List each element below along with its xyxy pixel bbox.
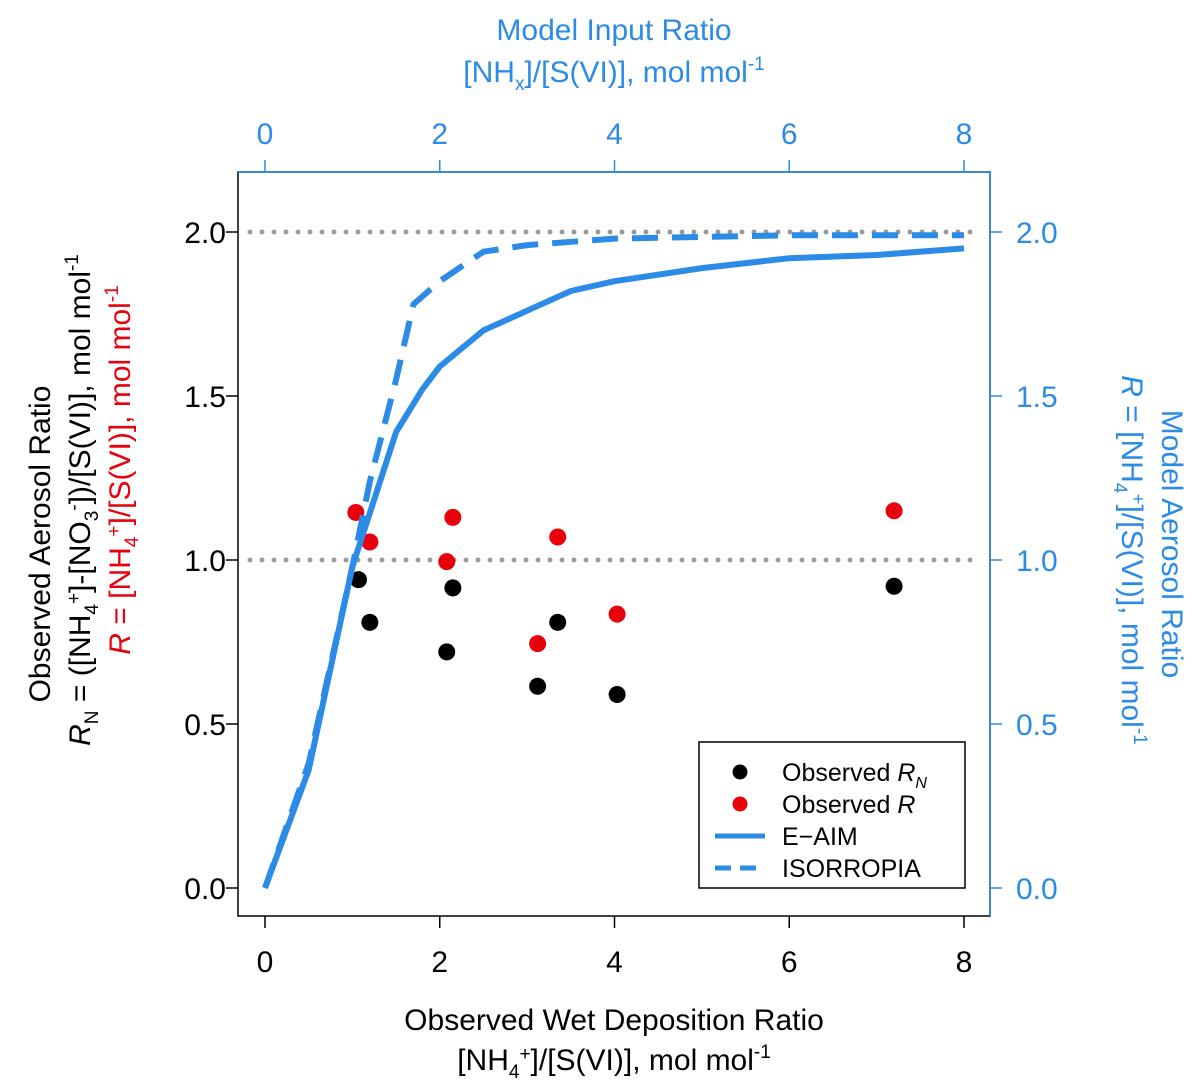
left-axis-rn-definition: RN = ([NH4+]-[NO3-])/[S(VI)], mol mol-1 bbox=[62, 254, 103, 746]
data-point bbox=[608, 685, 626, 703]
e-aim-line bbox=[262, 245, 965, 890]
left-tick-label: 0.5 bbox=[184, 709, 226, 742]
right-tick-label: 2.0 bbox=[1016, 217, 1058, 250]
isorropia-line bbox=[262, 232, 964, 889]
legend-marker bbox=[732, 764, 748, 780]
data-point bbox=[438, 553, 456, 571]
left-tick-label: 1.0 bbox=[184, 545, 226, 578]
data-point bbox=[885, 577, 903, 595]
left-tick-label: 0.0 bbox=[184, 873, 226, 906]
data-point bbox=[608, 605, 626, 623]
data-point bbox=[349, 571, 367, 589]
top-tick-label: 0 bbox=[257, 118, 274, 151]
bottom-tick-label: 2 bbox=[431, 946, 448, 979]
right-axis-r-definition: R = [NH4+]/[S(VI)], mol mol-1 bbox=[1109, 375, 1150, 744]
data-point bbox=[529, 677, 547, 695]
bottom-axis-unit: [NH4+]/[S(VI)], mol mol-1 bbox=[457, 1042, 771, 1083]
bottom-tick-label: 4 bbox=[606, 946, 623, 979]
left-axis-title: Observed Aerosol Ratio bbox=[24, 386, 57, 703]
data-point bbox=[444, 508, 462, 526]
top-axis-unit: [NHx]/[S(VI)], mol mol-1 bbox=[463, 54, 764, 95]
legend-label: ISORROPIA bbox=[782, 855, 921, 883]
legend-label: Observed R bbox=[782, 791, 915, 819]
bottom-axis-title: Observed Wet Deposition Ratio bbox=[404, 1004, 824, 1037]
axes-layer: 0 2 4 6 8 0 2 4 6 8 0.0 0.5 1.0 1.5 2.0 0.0 0.5 1.0 1.5 2.0 bbox=[184, 118, 1057, 979]
right-axis-title: Model Aerosol Ratio bbox=[1155, 410, 1188, 678]
left-tick-label: 2.0 bbox=[184, 217, 226, 250]
data-point bbox=[885, 502, 903, 520]
data-point bbox=[549, 613, 567, 631]
reference-lines bbox=[247, 229, 985, 563]
right-tick-label: 1.0 bbox=[1016, 545, 1058, 578]
legend-label: E−AIM bbox=[782, 823, 858, 851]
top-axis-title: Model Input Ratio bbox=[496, 14, 731, 47]
top-tick-label: 2 bbox=[431, 118, 448, 151]
legend-marker bbox=[732, 796, 748, 812]
top-tick-label: 8 bbox=[956, 118, 973, 151]
top-tick-label: 6 bbox=[781, 118, 798, 151]
data-point bbox=[529, 635, 547, 653]
data-point bbox=[444, 579, 462, 597]
right-tick-label: 1.5 bbox=[1016, 381, 1058, 414]
data-point bbox=[438, 643, 456, 661]
right-tick-label: 0.0 bbox=[1016, 873, 1058, 906]
bottom-tick-label: 6 bbox=[781, 946, 798, 979]
bottom-tick-label: 0 bbox=[257, 946, 274, 979]
top-tick-label: 4 bbox=[606, 118, 623, 151]
series-layer bbox=[262, 232, 965, 890]
legend-label: Observed RN bbox=[782, 759, 927, 792]
data-point bbox=[361, 533, 379, 551]
data-point bbox=[361, 613, 379, 631]
data-point bbox=[549, 528, 567, 546]
left-axis-r-definition: R = [NH4+]/[S(VI)], mol mol-1 bbox=[102, 285, 143, 654]
left-tick-label: 1.5 bbox=[184, 381, 226, 414]
bottom-tick-label: 8 bbox=[956, 946, 973, 979]
right-tick-label: 0.5 bbox=[1016, 709, 1058, 742]
